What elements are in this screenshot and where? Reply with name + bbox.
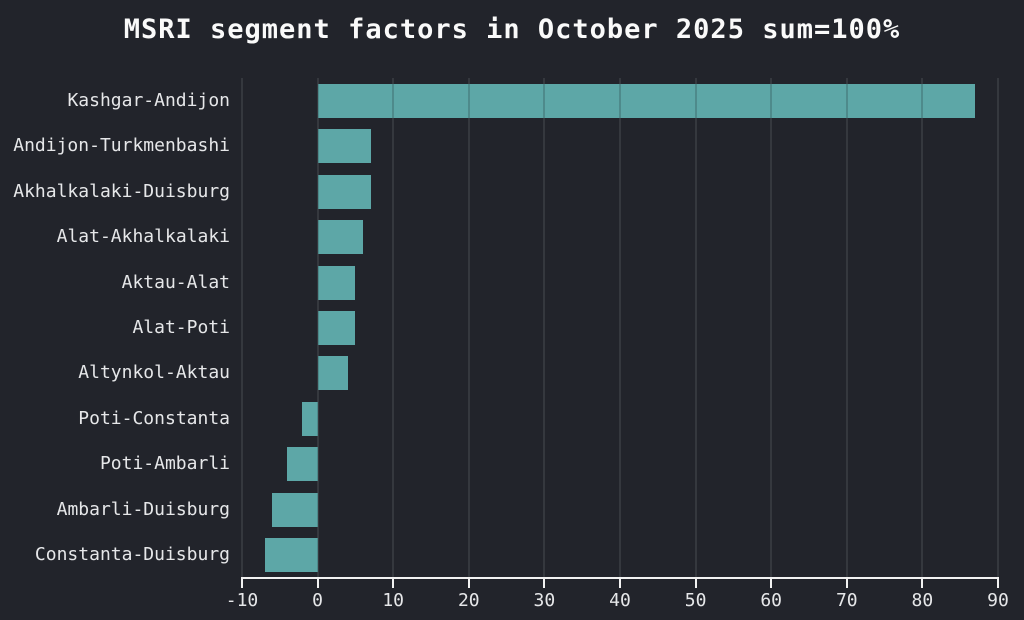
- x-tick-label: 70: [835, 590, 858, 611]
- x-tick-label: 20: [457, 590, 480, 611]
- category-label: Poti-Ambarli: [99, 453, 230, 475]
- x-tick-label: 60: [760, 590, 783, 611]
- bar: [317, 174, 371, 209]
- bar: [302, 401, 318, 436]
- x-axis-tick: [997, 578, 999, 588]
- x-tick-label: 10: [382, 590, 405, 611]
- bar: [317, 129, 371, 164]
- chart-title: MSRI segment factors in October 2025 sum…: [123, 14, 901, 45]
- x-axis-tick: [241, 578, 243, 588]
- bar: [317, 265, 356, 300]
- x-axis-tick: [694, 578, 697, 588]
- x-tick-label: 0: [312, 590, 324, 611]
- gridline-overlay: [241, 78, 243, 578]
- x-tick-label: 50: [684, 590, 707, 611]
- gridline-overlay: [921, 78, 924, 578]
- x-tick-label: 30: [533, 590, 556, 611]
- bar: [317, 311, 356, 345]
- gridline-overlay: [392, 78, 395, 578]
- x-axis-tick: [392, 578, 395, 588]
- bar: [287, 447, 318, 482]
- gridline-overlay: [543, 78, 546, 578]
- gridline: [694, 78, 697, 578]
- x-axis-tick: [619, 578, 621, 588]
- x-tick-label: 90: [987, 590, 1009, 611]
- gridline: [392, 78, 395, 578]
- x-axis-tick: [543, 578, 546, 588]
- gridline-overlay: [845, 78, 848, 578]
- bar: [264, 538, 318, 573]
- gridline: [241, 78, 243, 578]
- category-label: Kashgar-Andijon: [67, 89, 230, 111]
- gridline: [467, 78, 470, 578]
- category-label: Alat-Poti: [132, 317, 230, 338]
- bar: [317, 356, 348, 391]
- bar: [317, 83, 976, 118]
- gridline-overlay: [770, 78, 773, 578]
- gridline: [619, 78, 621, 578]
- x-tick-label: -10: [225, 590, 259, 611]
- gridline: [770, 78, 773, 578]
- x-axis-tick: [467, 578, 470, 588]
- category-label: Constanta-Duisburg: [34, 544, 230, 566]
- category-label: Aktau-Alat: [121, 271, 230, 293]
- gridline: [845, 78, 848, 578]
- bar: [317, 220, 363, 255]
- gridline: [543, 78, 546, 578]
- category-label: Poti-Constanta: [78, 407, 230, 429]
- gridline-overlay: [619, 78, 621, 578]
- gridline-overlay: [467, 78, 470, 578]
- gridline-overlay: [694, 78, 697, 578]
- x-axis-tick: [921, 578, 924, 588]
- category-label: Alat-Akhalkalaki: [56, 226, 230, 248]
- category-label: Altynkol-Aktau: [78, 362, 230, 384]
- category-label: Ambarli-Duisburg: [56, 498, 230, 520]
- x-tick-label: 80: [911, 590, 934, 611]
- x-axis-tick: [770, 578, 773, 588]
- category-label: Akhalkalaki-Duisburg: [13, 180, 230, 202]
- category-label: Andijon-Turkmenbashi: [13, 135, 230, 157]
- x-axis-tick: [845, 578, 848, 588]
- gridline-overlay: [997, 78, 999, 578]
- x-tick-label: 40: [609, 590, 631, 611]
- gridline-overlay: [316, 78, 319, 578]
- x-axis-tick: [316, 578, 319, 588]
- gridline: [921, 78, 924, 578]
- gridline: [997, 78, 999, 578]
- bar: [272, 492, 318, 527]
